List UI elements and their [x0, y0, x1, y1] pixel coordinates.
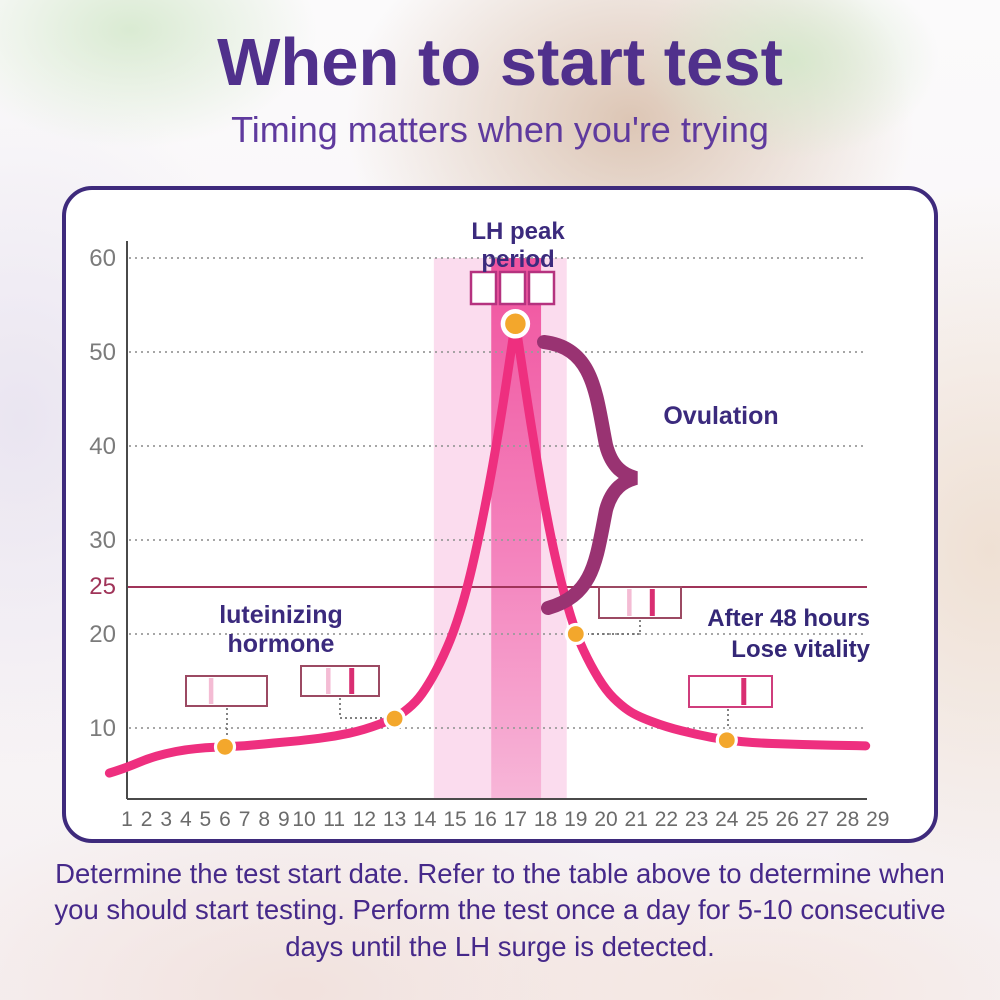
page-subtitle: Timing matters when you're trying	[231, 109, 769, 150]
lh-peak-period-label: LH peak period	[471, 218, 565, 273]
x-tick-label-11: 11	[323, 808, 345, 831]
x-tick-label-13: 13	[383, 808, 406, 831]
x-tick-label-1: 1	[121, 808, 133, 831]
x-tick-label-29: 29	[866, 808, 889, 831]
after-48-hours-label: After 48 hours Lose vitality	[707, 604, 870, 665]
x-tick-label-23: 23	[685, 808, 708, 831]
y-tick-label-40: 40	[89, 433, 116, 460]
test-strip-day6-body	[185, 675, 268, 707]
test-strip-day6	[185, 675, 268, 707]
y-tick-label-20: 20	[89, 621, 116, 648]
x-tick-label-14: 14	[413, 808, 437, 831]
x-tick-label-4: 4	[180, 808, 192, 831]
test-strip-day19	[598, 586, 682, 619]
x-tick-label-18: 18	[534, 808, 557, 831]
x-tick-label-3: 3	[160, 808, 172, 831]
x-tick-label-2: 2	[141, 808, 153, 831]
x-tick-label-26: 26	[776, 808, 799, 831]
test-strip-day24-body	[688, 675, 773, 708]
marker-dot-day13	[383, 707, 406, 730]
test-strip-day13-connector	[339, 698, 382, 719]
x-tick-label-22: 22	[655, 808, 678, 831]
test-strip-day13-body	[300, 665, 380, 697]
x-tick-label-12: 12	[353, 808, 376, 831]
test-strip-day24	[688, 675, 773, 708]
test-strip-day17-peak	[469, 270, 556, 306]
x-tick-label-6: 6	[219, 808, 231, 831]
chart-card: 60 50 40 30 20 10 25 1 2 3 4 5 6 7 8 9 10 11 12 13 14 15 16 17 1…	[62, 186, 938, 843]
lh-curve	[104, 322, 871, 778]
x-tick-label-20: 20	[594, 808, 617, 831]
y-tick-label-10: 10	[89, 715, 116, 742]
x-tick-label-27: 27	[806, 808, 829, 831]
test-strip-day19-body	[598, 586, 682, 619]
x-tick-label-24: 24	[715, 808, 739, 831]
x-tick-label-17: 17	[504, 808, 527, 831]
page-header: When to start test Timing matters when y…	[0, 24, 1000, 151]
test-strip-day17-peak-cell	[469, 270, 498, 306]
y-tick-label-30: 30	[89, 527, 116, 554]
x-tick-label-5: 5	[200, 808, 212, 831]
threshold-label-25: 25	[89, 573, 116, 600]
y-tick-label-60: 60	[89, 245, 116, 272]
x-tick-label-16: 16	[474, 808, 497, 831]
x-tick-label-28: 28	[836, 808, 859, 831]
x-tick-label-7: 7	[239, 808, 251, 831]
x-tick-label-8: 8	[258, 808, 270, 831]
y-tick-label-50: 50	[89, 339, 116, 366]
test-strip-day17-peak-cell	[498, 270, 527, 306]
test-strip-day13	[300, 665, 380, 697]
instructions-text: Determine the test start date. Refer to …	[54, 858, 946, 962]
test-strip-day17-peak-cell	[527, 270, 556, 306]
after-48-hours-line2: Lose vitality	[731, 635, 870, 663]
ovulation-label: Ovulation	[663, 402, 779, 430]
ovulation-brace	[537, 335, 638, 615]
marker-dot-day6	[213, 735, 237, 758]
marker-dot-day17	[500, 309, 531, 339]
x-tick-label-9: 9	[278, 808, 290, 831]
test-strip-day19-connector	[588, 620, 641, 635]
marker-dot-day24	[715, 729, 738, 752]
x-tick-label-19: 19	[564, 808, 587, 831]
luteinizing-hormone-label: luteinizing hormone	[219, 601, 343, 658]
x-tick-label-25: 25	[745, 808, 768, 831]
after-48-hours-line1: After 48 hours	[707, 605, 870, 632]
x-tick-label-15: 15	[443, 808, 466, 831]
x-tick-label-21: 21	[625, 808, 648, 831]
page-title: When to start test	[217, 25, 783, 100]
marker-dot-day19	[564, 622, 587, 646]
x-tick-label-10: 10	[292, 808, 315, 831]
